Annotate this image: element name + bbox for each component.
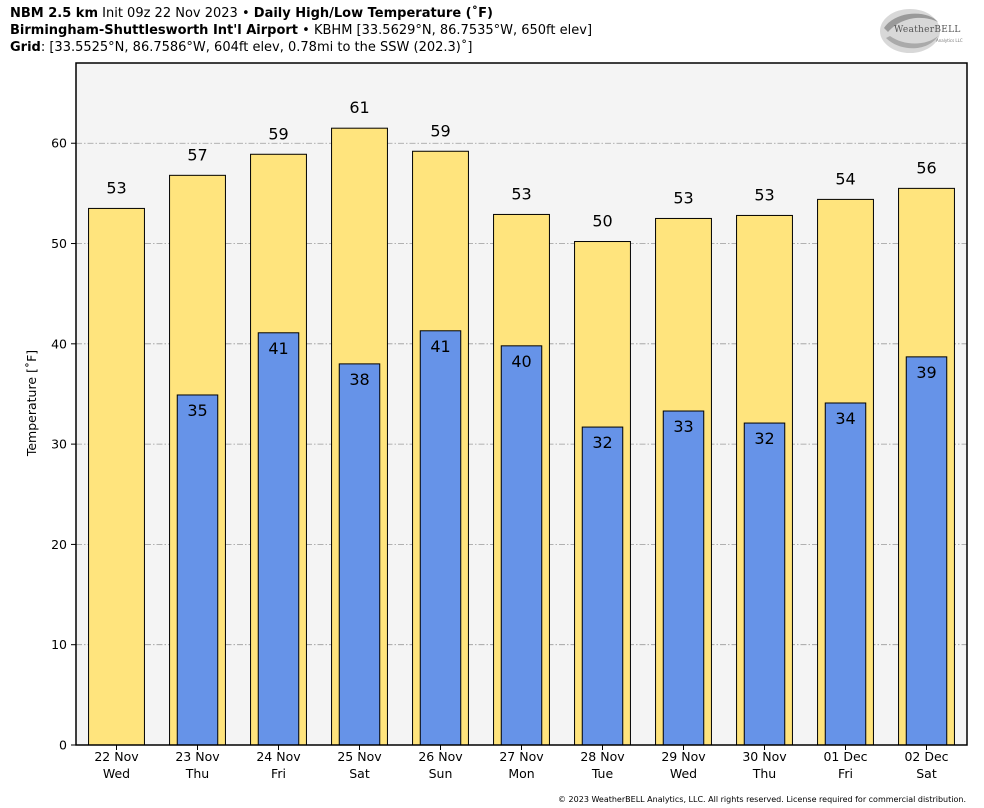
low-temp-bar — [905, 356, 948, 746]
high-temp-label: 53 — [754, 185, 774, 204]
y-tick-label: 20 — [51, 537, 67, 552]
low-temp-label: 40 — [511, 352, 531, 371]
low-temp-bar — [581, 426, 624, 746]
y-axis-label: Temperature [˚F] — [24, 350, 39, 457]
logo-text: WeatherBELL — [894, 25, 961, 35]
location-name: Birmingham-Shuttlesworth Int'l Airport — [10, 23, 299, 38]
x-tick-label-date: 02 Dec — [904, 749, 948, 764]
separator: • — [241, 6, 250, 21]
copyright-footer: © 2023 WeatherBELL Analytics, LLC. All r… — [558, 795, 966, 804]
low-temp-label: 38 — [349, 370, 369, 389]
model-name: NBM 2.5 km — [10, 6, 98, 21]
high-temp-label: 53 — [673, 188, 693, 207]
x-tick-label-day: Tue — [591, 766, 614, 781]
x-tick-label-day: Thu — [185, 766, 209, 781]
low-temp-label: 41 — [430, 337, 450, 356]
separator: • — [302, 23, 310, 38]
high-temp-label: 54 — [835, 169, 855, 188]
low-temp-label: 35 — [187, 401, 207, 420]
init-time: Init 09z 22 Nov 2023 — [102, 6, 238, 21]
low-temp-label: 34 — [835, 409, 855, 428]
weatherbell-logo: WeatherBELL Analytics LLC — [876, 6, 970, 56]
x-tick-label-date: 22 Nov — [94, 749, 139, 764]
x-tick-label-day: Thu — [752, 766, 776, 781]
low-temp-label: 33 — [673, 417, 693, 436]
y-tick-label: 30 — [51, 437, 67, 452]
x-tick-label-day: Sun — [429, 766, 453, 781]
high-temp-label: 56 — [916, 158, 936, 177]
y-tick-label: 50 — [51, 236, 67, 251]
y-tick-label: 0 — [59, 738, 67, 753]
x-tick-label-date: 30 Nov — [742, 749, 787, 764]
high-temp-label: 59 — [430, 121, 450, 140]
y-tick-label: 40 — [51, 336, 67, 351]
x-tick-label-date: 01 Dec — [823, 749, 867, 764]
x-tick-label-day: Fri — [271, 766, 286, 781]
title-line-3: Grid: [33.5525°N, 86.7586°W, 604ft elev,… — [10, 40, 472, 56]
low-temp-bar — [824, 402, 867, 746]
x-tick-label-day: Wed — [670, 766, 697, 781]
x-tick-label-day: Wed — [103, 766, 130, 781]
x-tick-label-date: 26 Nov — [418, 749, 463, 764]
x-tick-label-date: 25 Nov — [337, 749, 382, 764]
low-temp-label: 32 — [754, 429, 774, 448]
logo-subtext: Analytics LLC — [936, 38, 963, 43]
high-temp-label: 61 — [349, 98, 369, 117]
station-info: KBHM [33.5629°N, 86.7535°W, 650ft elev] — [313, 23, 593, 38]
high-temp-label: 50 — [592, 212, 612, 231]
low-temp-bar — [419, 330, 462, 746]
x-tick-label-day: Sat — [916, 766, 937, 781]
x-tick-label-date: 24 Nov — [256, 749, 301, 764]
x-tick-label-day: Fri — [838, 766, 853, 781]
low-temp-label: 32 — [592, 433, 612, 452]
low-temp-bar — [176, 394, 219, 746]
plot-frame — [75, 62, 968, 746]
high-temp-label: 57 — [187, 145, 207, 164]
high-temp-label: 53 — [106, 178, 126, 197]
grid-info: : [33.5525°N, 86.7586°W, 604ft elev, 0.7… — [40, 40, 473, 55]
title-line-1: NBM 2.5 km Init 09z 22 Nov 2023 • Daily … — [10, 6, 493, 22]
x-tick-label-date: 23 Nov — [175, 749, 220, 764]
logo-swirl-icon — [880, 9, 940, 53]
title-line-2: Birmingham-Shuttlesworth Int'l Airport •… — [10, 23, 592, 39]
high-temp-label: 59 — [268, 124, 288, 143]
x-tick-label-date: 28 Nov — [580, 749, 625, 764]
low-temp-bar — [743, 422, 786, 746]
low-temp-label: 39 — [916, 363, 936, 382]
low-temp-bar — [662, 410, 705, 746]
x-tick-label-date: 27 Nov — [499, 749, 544, 764]
x-tick-label-day: Mon — [508, 766, 534, 781]
grid-label: Grid — [10, 40, 41, 55]
x-tick-label-day: Sat — [349, 766, 370, 781]
y-tick-label: 60 — [51, 136, 67, 151]
low-temp-bar — [257, 332, 300, 746]
high-temp-label: 53 — [511, 184, 531, 203]
y-tick-label: 10 — [51, 637, 67, 652]
low-temp-label: 41 — [268, 339, 288, 358]
low-temp-bar — [338, 363, 381, 746]
product-name: Daily High/Low Temperature (˚F) — [253, 6, 493, 21]
x-tick-label-date: 29 Nov — [661, 749, 706, 764]
low-temp-bar — [500, 345, 543, 746]
high-temp-bar — [88, 207, 145, 746]
